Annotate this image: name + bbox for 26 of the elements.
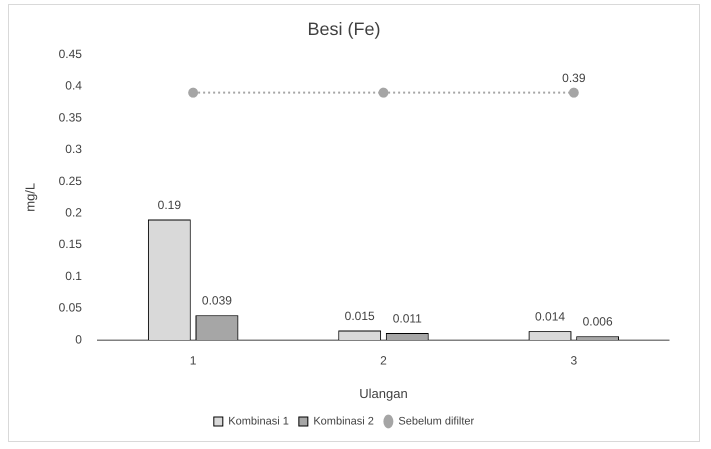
- y-tick-label: 0.45: [58, 46, 82, 61]
- y-tick-label: 0.1: [65, 268, 82, 283]
- data-label: 0.39: [562, 70, 586, 85]
- data-label: 0.014: [535, 309, 566, 324]
- y-tick-label: 0.2: [65, 205, 82, 220]
- legend-label: Kombinasi 1: [228, 416, 289, 428]
- y-tick-label: 0.15: [58, 237, 82, 252]
- legend-label: Kombinasi 2: [313, 416, 374, 428]
- data-label: 0.19: [158, 198, 182, 212]
- x-tick-label: 1: [190, 354, 197, 368]
- x-axis-title: Ulangan: [359, 386, 408, 401]
- legend-label: Sebelum difilter: [398, 416, 475, 428]
- y-axis-title: mg/L: [22, 182, 38, 212]
- data-label: 0.006: [582, 314, 613, 329]
- chart-title: Besi (Fe): [307, 18, 381, 39]
- y-tick-label: 0: [75, 332, 82, 346]
- data-label: 0.039: [202, 294, 232, 308]
- y-tick-label: 0.25: [58, 174, 82, 188]
- data-label: 0.011: [392, 311, 422, 326]
- x-tick-label: 3: [570, 354, 578, 368]
- y-tick-label: 0.4: [65, 78, 82, 93]
- data-label: 0.015: [344, 308, 376, 323]
- y-tick-label: 0.05: [58, 300, 82, 315]
- x-tick-label: 2: [380, 354, 388, 368]
- y-tick-label: 0.35: [58, 110, 82, 124]
- y-tick-label: 0.3: [65, 142, 82, 156]
